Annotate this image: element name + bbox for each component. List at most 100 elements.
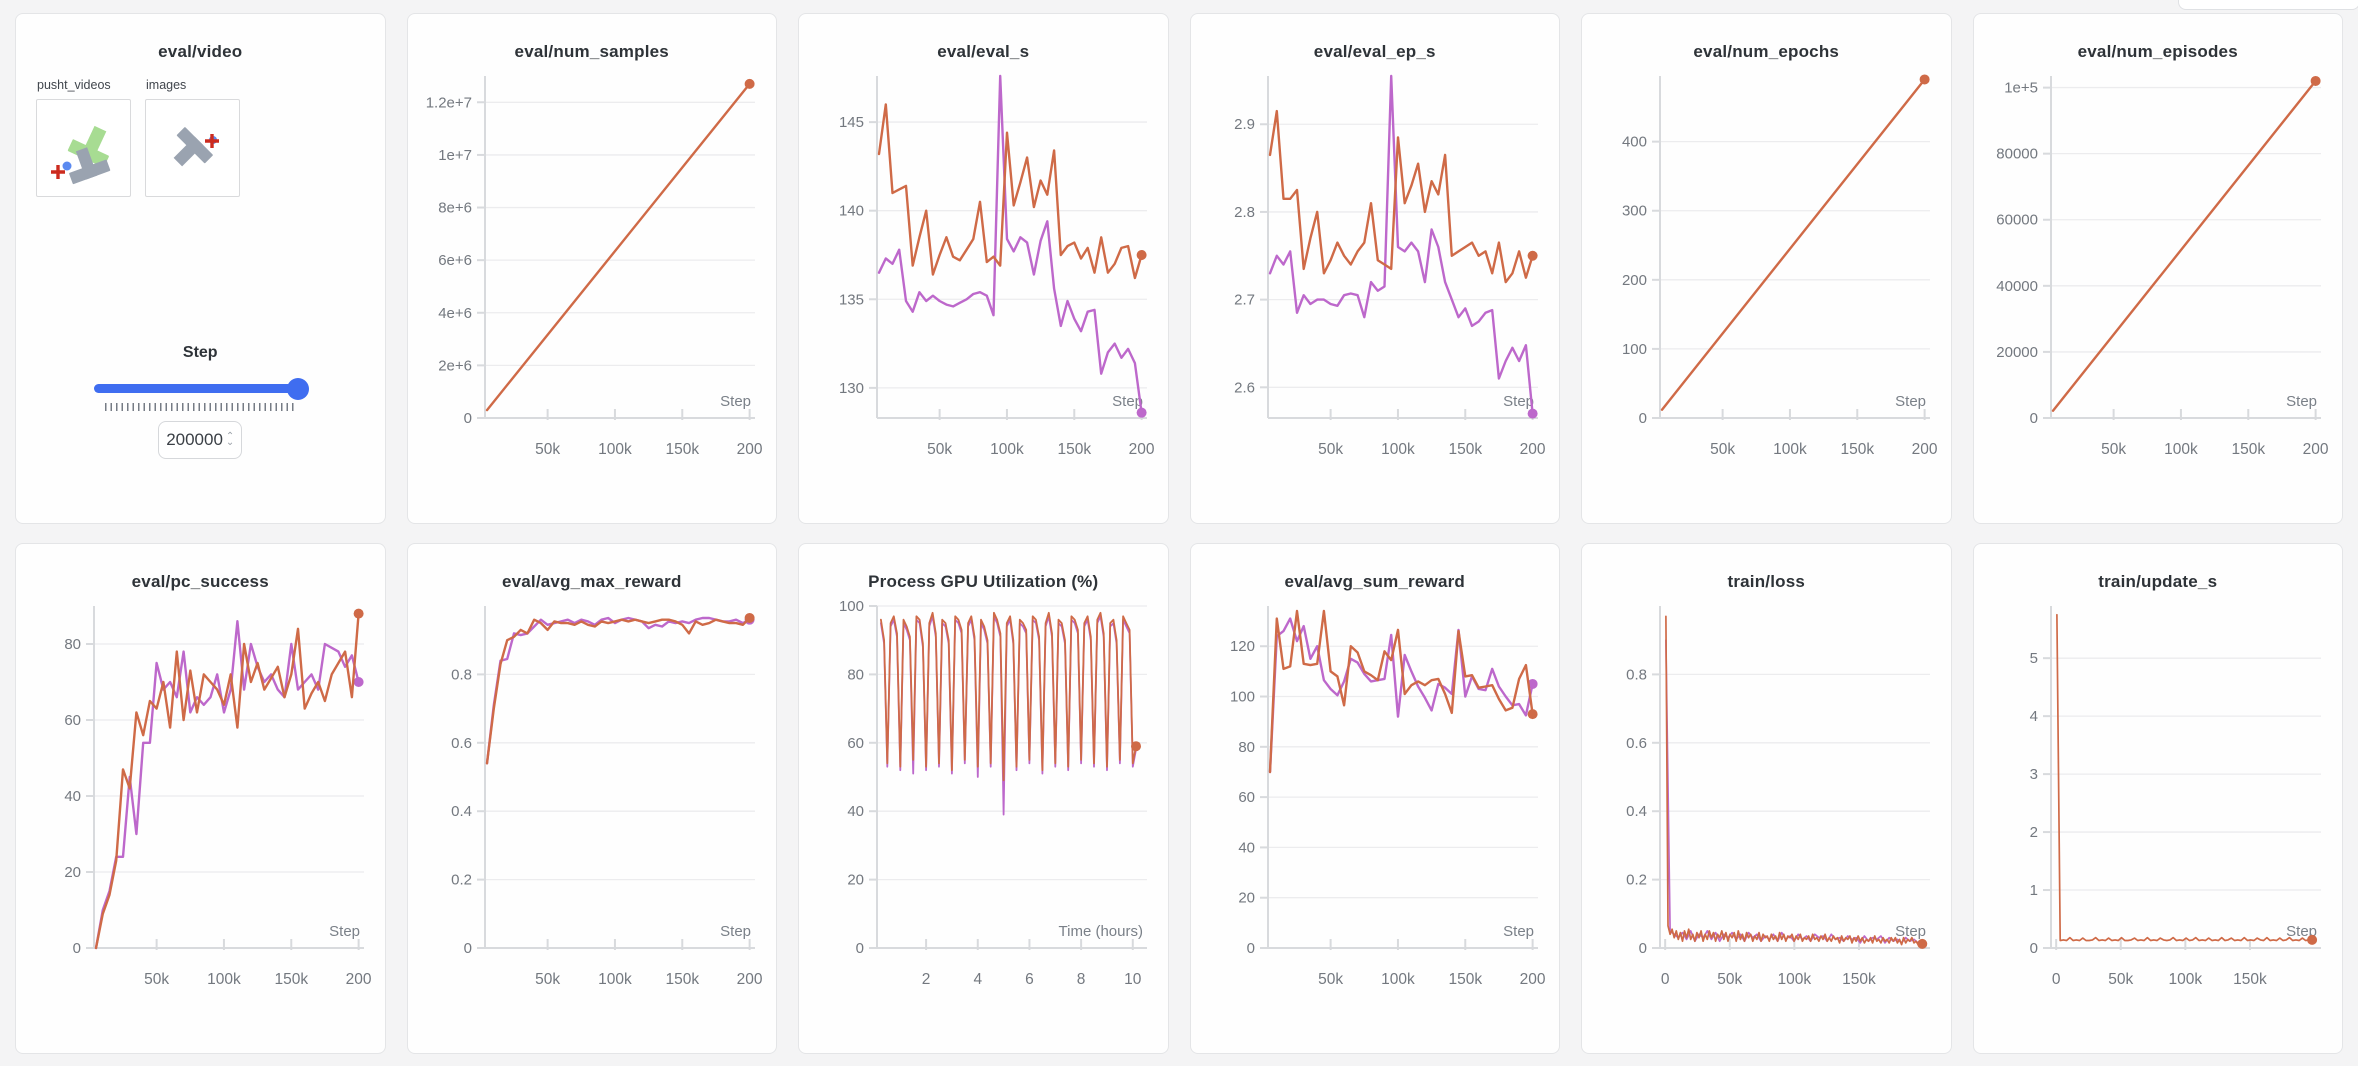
step-control: Step 200000 ⌃ ⌄: [16, 344, 385, 459]
svg-text:130: 130: [839, 380, 864, 397]
chart-svg-eval-num-samples[interactable]: 0 2e+6 4e+6 6e+6 8e+6 1e+7 1.2e+7 50k 100k 150k 20…: [419, 68, 764, 478]
panel-title: eval/num_samples: [514, 42, 669, 61]
chart-svg-process-gpu-utilization[interactable]: 0 20 40 60 80 100 2 4 6 8 10 Time (hours): [811, 598, 1156, 1008]
panel-eval-avg-sum-reward[interactable]: eval/avg_sum_reward 0 20 40 60 80 100 120 50k 10…: [1189, 543, 1560, 1054]
step-slider-ruler: [105, 403, 296, 411]
svg-text:40000: 40000: [1997, 278, 2039, 295]
panel-title: eval/eval_s: [937, 42, 1030, 61]
svg-text:20: 20: [64, 864, 81, 881]
chart-svg-eval-avg-sum-reward[interactable]: 0 20 40 60 80 100 120 50k 100k 150k 200 Step: [1202, 598, 1547, 1008]
svg-text:0: 0: [855, 940, 863, 957]
svg-text:150k: 150k: [666, 441, 700, 458]
chart[interactable]: 0 100 200 300 400 50k 100k 150k 200 Step: [1582, 68, 1951, 478]
media-label-pusht-videos: pusht_videos: [37, 78, 111, 92]
svg-text:40: 40: [1239, 839, 1256, 856]
svg-text:50k: 50k: [1710, 441, 1735, 458]
svg-text:150k: 150k: [1840, 441, 1874, 458]
chart-svg-train-loss[interactable]: 0 0.2 0.4 0.6 0.8 0 50k 100k 150k Step: [1594, 598, 1939, 1008]
svg-text:Step: Step: [1895, 393, 1926, 410]
chart-svg-eval-eval-s[interactable]: 130 135 140 145 50k 100k 150k 200 Step: [811, 68, 1156, 478]
svg-text:Step: Step: [2286, 393, 2317, 410]
svg-text:0: 0: [1247, 940, 1255, 957]
svg-text:200: 200: [737, 441, 763, 458]
chart-svg-eval-eval-ep-s[interactable]: 2.6 2.7 2.8 2.9 50k 100k 150k 200 Step: [1202, 68, 1547, 478]
step-number-input[interactable]: 200000 ⌃ ⌄: [158, 421, 243, 459]
svg-text:3: 3: [2030, 766, 2038, 783]
svg-text:0.6: 0.6: [1626, 735, 1647, 752]
chart[interactable]: 0 0.2 0.4 0.6 0.8 50k 100k 150k 200 Step: [408, 598, 777, 1008]
chart[interactable]: 0 0.2 0.4 0.6 0.8 0 50k 100k 150k Step: [1582, 598, 1951, 1008]
svg-text:150k: 150k: [1449, 441, 1483, 458]
panel-title: eval/video: [158, 42, 243, 61]
panel-eval-eval-s[interactable]: eval/eval_s 130 135 140 145 50k 100k 150k 200 St…: [798, 13, 1169, 524]
svg-text:200: 200: [1520, 971, 1546, 988]
panel-title: eval/num_episodes: [2077, 42, 2238, 61]
media-label-images: images: [146, 78, 187, 92]
step-slider[interactable]: [94, 378, 310, 400]
svg-text:100k: 100k: [1381, 971, 1415, 988]
svg-text:300: 300: [1622, 203, 1647, 220]
chart[interactable]: 0 20 40 60 80 100 120 50k 100k 150k 200 Step: [1191, 598, 1560, 1008]
chart[interactable]: 130 135 140 145 50k 100k 150k 200 Step: [799, 68, 1168, 478]
green-t-shape: [67, 125, 109, 168]
chart-svg-eval-avg-max-reward[interactable]: 0 0.2 0.4 0.6 0.8 50k 100k 150k 200 Step: [419, 598, 764, 1008]
panel-eval-num-samples[interactable]: eval/num_samples 0 2e+6 4e+6 6e+6 8e+6 1e+7 1.…: [406, 13, 777, 524]
panel-title: eval/eval_ep_s: [1313, 42, 1436, 61]
step-down-icon[interactable]: ⌄: [225, 437, 235, 448]
svg-text:Step: Step: [329, 923, 360, 940]
step-value: 200000: [166, 430, 223, 449]
chart-svg-eval-num-episodes[interactable]: 0 20000 40000 60000 80000 1e+5 50k 100k 150k 200 S…: [1985, 68, 2330, 478]
chart-svg-eval-num-epochs[interactable]: 0 100 200 300 400 50k 100k 150k 200 Step: [1594, 68, 1939, 478]
svg-text:100: 100: [1230, 689, 1255, 706]
stepper-arrows[interactable]: ⌃ ⌄: [225, 431, 235, 448]
svg-text:100k: 100k: [990, 441, 1024, 458]
svg-text:50k: 50k: [535, 971, 560, 988]
svg-text:2.6: 2.6: [1234, 379, 1255, 396]
svg-text:200: 200: [345, 971, 371, 988]
chart[interactable]: 0 1 2 3 4 5 0 50k 100k 150k Step: [1974, 598, 2343, 1008]
chart[interactable]: 0 20 40 60 80 100 2 4 6 8 10 Time (hours): [799, 598, 1168, 1008]
svg-text:80: 80: [847, 666, 864, 683]
panel-title: train/update_s: [2098, 572, 2218, 591]
panel-train-update-s[interactable]: train/update_s 0 1 2 3 4 5 0 50k 100k 150k Step: [1972, 543, 2343, 1054]
panel-eval-num-epochs[interactable]: eval/num_epochs 0 100 200 300 400 50k 100k 150k…: [1581, 13, 1952, 524]
svg-text:200: 200: [1622, 272, 1647, 289]
svg-text:140: 140: [839, 203, 864, 220]
svg-text:2e+6: 2e+6: [438, 357, 472, 374]
images-thumbnail[interactable]: [145, 99, 240, 197]
chart[interactable]: 0 2e+6 4e+6 6e+6 8e+6 1e+7 1.2e+7 50k 100k 150k 20…: [408, 68, 777, 478]
panel-eval-pc-success[interactable]: eval/pc_success 0 20 40 60 80 50k 100k 150k 200 S…: [15, 543, 386, 1054]
svg-text:0: 0: [464, 410, 472, 427]
pusht-scene-image: [51, 125, 111, 185]
gray-t-shape: [173, 127, 213, 167]
chart[interactable]: 0 20 40 60 80 50k 100k 150k 200 Step: [16, 598, 385, 1008]
svg-text:145: 145: [839, 114, 864, 131]
panel-eval-eval-ep-s[interactable]: eval/eval_ep_s 2.6 2.7 2.8 2.9 50k 100k 150k 20…: [1189, 13, 1560, 524]
panel-title: eval/pc_success: [131, 572, 269, 591]
svg-text:200: 200: [2303, 441, 2329, 458]
panel-train-loss[interactable]: train/loss 0 0.2 0.4 0.6 0.8 0 50k 100k 150k Step: [1581, 543, 1952, 1054]
chart[interactable]: 2.6 2.7 2.8 2.9 50k 100k 150k 200 Step: [1191, 68, 1560, 478]
svg-text:1e+5: 1e+5: [2004, 80, 2038, 97]
svg-text:6e+6: 6e+6: [438, 252, 472, 269]
svg-text:0: 0: [72, 940, 80, 957]
svg-text:60: 60: [64, 712, 81, 729]
chart[interactable]: 0 20000 40000 60000 80000 1e+5 50k 100k 150k 200 S…: [1974, 68, 2343, 478]
chart-svg-eval-pc-success[interactable]: 0 20 40 60 80 50k 100k 150k 200 Step: [28, 598, 373, 1008]
svg-text:2: 2: [2030, 824, 2038, 841]
step-slider-track[interactable]: [94, 384, 307, 393]
svg-text:100: 100: [1622, 341, 1647, 358]
panel-eval-avg-max-reward[interactable]: eval/avg_max_reward 0 0.2 0.4 0.6 0.8 50k 100k…: [406, 543, 777, 1054]
agent-dot: [62, 161, 72, 171]
panel-eval-num-episodes[interactable]: eval/num_episodes 0 20000 40000 60000 80000 1…: [1972, 13, 2343, 524]
svg-text:80: 80: [64, 636, 81, 653]
step-up-icon[interactable]: ⌃: [225, 431, 235, 442]
svg-text:50k: 50k: [927, 441, 952, 458]
svg-text:0: 0: [2030, 940, 2038, 957]
step-slider-handle[interactable]: [287, 378, 310, 400]
panel-eval-video[interactable]: eval/video pusht_videos: [15, 13, 386, 524]
svg-text:0: 0: [464, 940, 472, 957]
pusht-videos-thumbnail[interactable]: [36, 99, 131, 197]
panel-process-gpu-utilization[interactable]: Process GPU Utilization (%) 0 20 40 60 80 100…: [798, 543, 1169, 1054]
